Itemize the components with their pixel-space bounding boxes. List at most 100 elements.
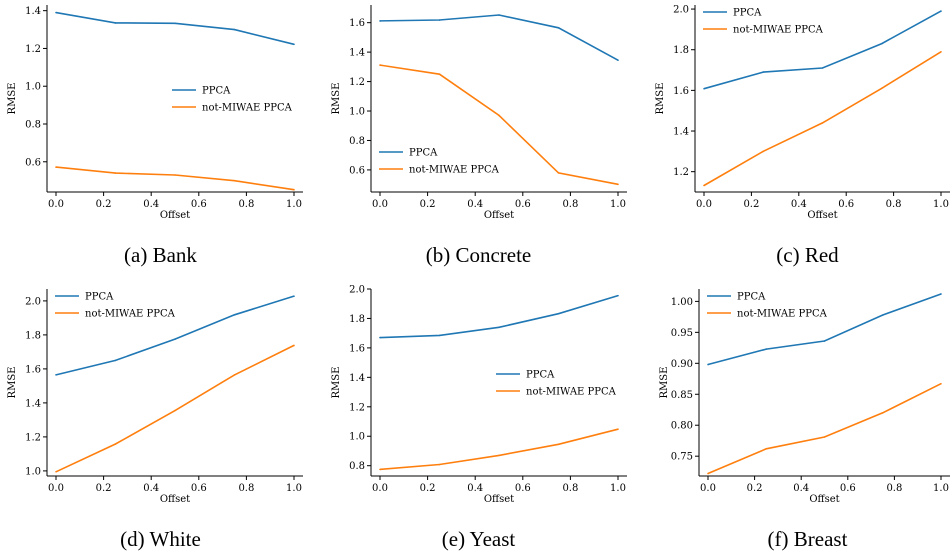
data-point — [293, 188, 295, 191]
data-point — [557, 312, 560, 315]
y-tick-label: 0.8 — [25, 120, 41, 131]
x-tick-label: 1.0 — [933, 199, 949, 210]
series-line-ppca — [379, 14, 619, 61]
y-tick-label: 1.0 — [349, 432, 365, 443]
series-line-not-miwae-ppca — [703, 51, 942, 187]
x-tick-label: 0.2 — [96, 483, 112, 494]
x-axis-label: Offset — [160, 210, 190, 221]
x-tick-label: 0.6 — [838, 199, 854, 210]
x-tick-label: 0.4 — [143, 483, 159, 494]
y-tick-label: 1.0 — [349, 107, 365, 118]
caption-white: (d) White — [120, 527, 201, 551]
caption-yeast: (e) Yeast — [441, 527, 516, 551]
data-point — [823, 340, 826, 342]
y-tick-label: 0.80 — [671, 421, 693, 432]
y-tick-label: 0.85 — [671, 390, 693, 401]
y-axis-label: RMSE — [655, 83, 666, 115]
x-tick-label: 0.4 — [793, 483, 809, 494]
data-point — [765, 348, 768, 350]
y-tick-label: 1.4 — [349, 48, 365, 59]
data-point — [55, 166, 57, 168]
data-point — [379, 468, 381, 471]
data-point — [379, 20, 381, 22]
data-point — [379, 64, 381, 66]
data-point — [940, 293, 942, 295]
y-tick-label: 2.0 — [25, 296, 41, 307]
chart-panel-4: 0.0 0.2 0.4 0.6 0.8 1.0 0.8 1.0 1.2 1.4 1.6 1.8 2.0 O… — [331, 285, 627, 505]
x-tick-label: 0.0 — [696, 199, 712, 210]
data-point — [557, 443, 560, 446]
legend-label: PPCA — [85, 292, 114, 303]
x-tick-label: 0.2 — [743, 199, 759, 210]
data-point — [557, 27, 560, 29]
x-tick-label: 0.0 — [700, 483, 716, 494]
series-line-not-miwae-ppca — [55, 344, 295, 473]
x-tick-label: 1.0 — [610, 199, 626, 210]
data-point — [557, 172, 560, 174]
data-point — [498, 114, 500, 117]
data-point — [498, 14, 500, 16]
x-tick-label: 0.6 — [191, 199, 207, 210]
y-tick-label: 1.00 — [671, 297, 693, 308]
series-line-ppca — [703, 10, 942, 90]
x-tick-label: 0.2 — [420, 483, 436, 494]
data-point — [881, 412, 884, 414]
y-tick-label: 1.2 — [25, 44, 41, 55]
data-point — [233, 179, 236, 182]
data-point — [114, 359, 117, 362]
legend-label: not-MIWAE PPCA — [526, 387, 617, 398]
y-tick-label: 1.4 — [25, 398, 41, 409]
legend-label: not-MIWAE PPCA — [85, 309, 176, 320]
chart-panel-0: 0.0 0.2 0.4 0.6 0.8 1.0 0.6 0.8 1.0 1.2 1.4 Offset R… — [7, 5, 303, 221]
series-line-ppca — [55, 11, 295, 46]
legend: PPCA not-MIWAE PPCA — [707, 292, 828, 320]
x-tick-label: 0.8 — [238, 199, 254, 210]
y-tick-label: 1.6 — [25, 364, 41, 375]
data-point — [762, 71, 765, 73]
chart-panel-5: 0.0 0.2 0.4 0.6 0.8 1.0 0.75 0.80 0.85 0.90 0.95 1.… — [659, 289, 950, 505]
x-tick-label: 0.0 — [48, 483, 64, 494]
y-tick-label: 1.2 — [673, 167, 689, 178]
series-line-ppca — [379, 294, 619, 339]
x-tick-label: 0.8 — [562, 199, 578, 210]
legend: PPCA not-MIWAE PPCA — [55, 292, 176, 320]
x-axis-label: Offset — [484, 210, 514, 221]
legend-label: not-MIWAE PPCA — [733, 25, 824, 36]
y-tick-label: 0.8 — [349, 136, 365, 147]
y-tick-label: 1.8 — [349, 314, 365, 325]
legend: PPCA not-MIWAE PPCA — [172, 86, 293, 114]
x-tick-label: 0.6 — [515, 483, 531, 494]
x-tick-label: 0.4 — [791, 199, 807, 210]
x-tick-label: 0.2 — [96, 199, 112, 210]
y-tick-label: 1.8 — [673, 45, 689, 56]
data-point — [174, 338, 176, 340]
data-point — [233, 314, 236, 316]
data-point — [703, 87, 705, 90]
x-tick-label: 0.8 — [238, 483, 254, 494]
y-tick-label: 0.75 — [671, 452, 693, 463]
chart-panel-3: 0.0 0.2 0.4 0.6 0.8 1.0 1.0 1.2 1.4 1.6 1.8 2.0 Offs… — [7, 289, 303, 505]
legend-label: PPCA — [526, 370, 555, 381]
y-tick-label: 1.0 — [25, 82, 41, 93]
x-axis-label: Offset — [807, 210, 837, 221]
legend-label: PPCA — [733, 8, 762, 19]
x-tick-label: 0.6 — [840, 483, 856, 494]
series-line-not-miwae-ppca — [707, 382, 942, 475]
data-point — [765, 447, 768, 450]
series-line-ppca — [707, 293, 942, 366]
data-point — [293, 43, 295, 46]
y-axis-label: RMSE — [331, 367, 342, 399]
x-tick-label: 1.0 — [610, 483, 626, 494]
y-axis-label: RMSE — [659, 367, 670, 399]
data-point — [233, 374, 236, 376]
data-point — [880, 87, 883, 90]
data-point — [880, 42, 883, 45]
data-point — [438, 73, 441, 76]
legend: PPCA not-MIWAE PPCA — [379, 148, 500, 176]
caption-red: (c) Red — [776, 243, 839, 267]
data-point — [617, 428, 619, 430]
data-point — [293, 344, 295, 347]
x-tick-label: 0.0 — [48, 199, 64, 210]
x-tick-label: 1.0 — [286, 199, 302, 210]
